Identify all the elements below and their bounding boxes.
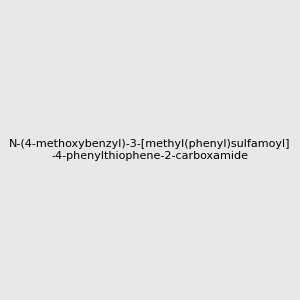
Text: N-(4-methoxybenzyl)-3-[methyl(phenyl)sulfamoyl]
-4-phenylthiophene-2-carboxamide: N-(4-methoxybenzyl)-3-[methyl(phenyl)sul… <box>9 139 291 161</box>
